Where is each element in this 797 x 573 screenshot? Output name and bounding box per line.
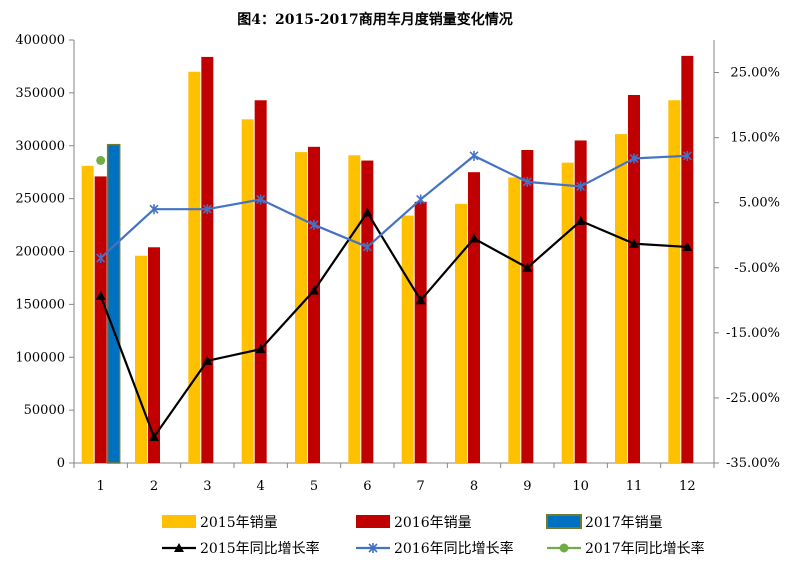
y-left-tick-label: 250000 xyxy=(15,192,65,207)
y-left-tick-label: 400000 xyxy=(15,33,65,48)
line-1-point-10 xyxy=(575,215,586,225)
line-1-point-5 xyxy=(309,285,319,295)
line-1-point-2 xyxy=(149,431,159,441)
line-2-point-1 xyxy=(96,253,106,264)
y-right-tick-label: -35.00% xyxy=(726,456,780,471)
line-2-point-4 xyxy=(256,194,266,205)
x-tick-label: 1 xyxy=(97,479,105,494)
bar-2-cat-12 xyxy=(681,55,694,464)
legend-marker-line-1 xyxy=(174,543,184,552)
bar-1-cat-1 xyxy=(81,165,94,463)
y-left-tick-label: 200000 xyxy=(15,245,65,260)
x-tick-label: 12 xyxy=(679,479,696,494)
bar-1-cat-4 xyxy=(241,119,254,463)
line-1-point-7 xyxy=(415,295,426,305)
bar-2-cat-2 xyxy=(148,247,160,463)
bar-2-cat-9 xyxy=(521,149,534,464)
x-tick-label: 6 xyxy=(363,479,371,494)
line-2-point-9 xyxy=(522,176,532,187)
y-right-tick-label: -15.00% xyxy=(726,326,780,341)
y-right-tick-label: 5.00% xyxy=(739,196,780,211)
y-left-tick-label: 300000 xyxy=(15,139,65,154)
legend-swatch-bar-1 xyxy=(162,515,196,528)
y-left-tick-label: 0 xyxy=(57,456,65,471)
line-2-point-6 xyxy=(362,241,372,252)
y-right-tick-label: -5.00% xyxy=(734,261,780,276)
y-left-tick-label: 50000 xyxy=(24,403,65,418)
line-series-2 xyxy=(99,154,688,259)
line-1-point-11 xyxy=(629,238,639,248)
line-1-point-1 xyxy=(95,290,106,300)
x-tick-label: 10 xyxy=(572,479,589,494)
bar-1-cat-10 xyxy=(561,162,574,464)
y-right-tick-label: -25.00% xyxy=(726,391,780,406)
legend-label-line-1: 2015年同比增长率 xyxy=(200,540,320,557)
x-tick-label: 9 xyxy=(523,479,531,494)
line-3-point-1 xyxy=(96,155,106,165)
bar-2-cat-1 xyxy=(94,176,107,464)
line-2-point-12 xyxy=(682,150,692,161)
line-2-point-8 xyxy=(469,150,479,161)
x-tick-label: 8 xyxy=(470,479,478,494)
line-2-point-3 xyxy=(202,204,212,215)
line-series-1 xyxy=(99,210,688,440)
y-right-tick-label: 15.00% xyxy=(730,131,780,146)
x-tick-label: 7 xyxy=(417,479,425,494)
line-2-point-11 xyxy=(629,153,639,164)
legend-marker-line-2 xyxy=(368,543,378,553)
bar-2-cat-3 xyxy=(201,56,214,464)
line-2-point-5 xyxy=(309,219,319,230)
line-2-point-10 xyxy=(576,181,586,192)
legend-label-bar-1: 2015年销量 xyxy=(200,515,278,531)
legend-label-bar-2: 2016年销量 xyxy=(394,515,472,531)
legend-marker-line-3 xyxy=(559,543,569,553)
bar-2-cat-4 xyxy=(254,100,267,463)
line-1-point-4 xyxy=(255,344,266,354)
bar-1-cat-12 xyxy=(668,100,681,463)
chart-title: 图4：2015-2017商用车月度销量变化情况 xyxy=(237,11,512,28)
y-left-tick-label: 150000 xyxy=(15,297,65,312)
legend-label-bar-3: 2017年销量 xyxy=(585,515,663,531)
bar-1-cat-2 xyxy=(135,255,147,463)
bar-2-cat-6 xyxy=(361,160,374,463)
plot-area: 0 50000 100000 150000 200000 250000 300000 3500… xyxy=(15,33,780,494)
bar-1-cat-6 xyxy=(348,155,361,463)
bar-2-cat-11 xyxy=(628,94,640,464)
y-left-tick-label: 100000 xyxy=(15,350,65,365)
bar-2-cat-8 xyxy=(468,172,480,463)
bar-1-cat-5 xyxy=(295,152,307,463)
legend-swatch-bar-2 xyxy=(356,515,390,528)
bar-1-cat-3 xyxy=(188,71,201,463)
y-right-tick-label: 25.00% xyxy=(730,66,780,81)
bar-2-cat-5 xyxy=(308,146,320,463)
bar-2-cat-7 xyxy=(414,201,427,464)
x-tick-label: 5 xyxy=(310,479,318,494)
bar-1-cat-8 xyxy=(455,203,467,463)
legend-swatch-bar-3 xyxy=(546,514,582,529)
line-2-point-7 xyxy=(416,194,426,205)
bar-1-cat-9 xyxy=(508,177,521,463)
x-tick-label: 3 xyxy=(203,479,211,494)
x-tick-label: 2 xyxy=(150,479,158,494)
legend-label-line-3: 2017年同比增长率 xyxy=(585,540,705,557)
bar-1-cat-7 xyxy=(401,215,414,463)
bar-3-cat-1 xyxy=(106,143,121,464)
line-1-point-6 xyxy=(362,207,373,217)
legend: 2015年销量 2016年销量 2017年销量 2015年同比增长率 2016年同比增长… xyxy=(162,514,705,557)
bar-1-cat-11 xyxy=(615,134,627,463)
legend-label-line-2: 2016年同比增长率 xyxy=(394,540,514,557)
line-1-point-3 xyxy=(202,355,213,365)
line-2-point-2 xyxy=(149,204,159,215)
line-1-point-9 xyxy=(522,262,533,272)
x-tick-label: 11 xyxy=(626,479,643,494)
line-1-point-8 xyxy=(469,233,479,243)
y-left-tick-label: 350000 xyxy=(15,86,65,101)
x-tick-label: 4 xyxy=(257,479,265,494)
line-1-point-12 xyxy=(682,241,693,251)
